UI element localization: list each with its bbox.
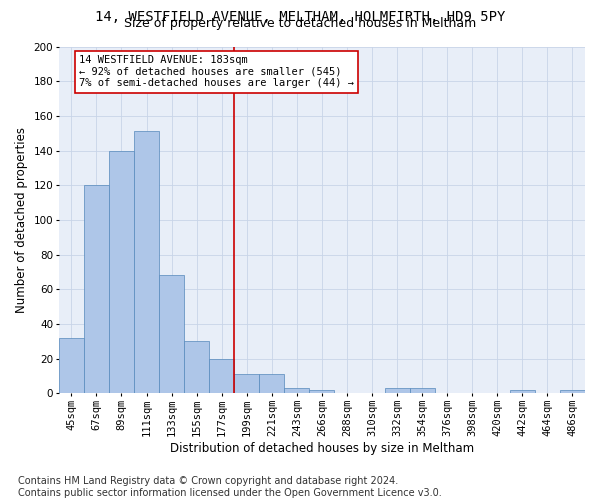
Bar bbox=[510, 390, 535, 394]
Text: 14, WESTFIELD AVENUE, MELTHAM, HOLMFIRTH, HD9 5PY: 14, WESTFIELD AVENUE, MELTHAM, HOLMFIRTH… bbox=[95, 10, 505, 24]
Bar bbox=[259, 374, 284, 394]
X-axis label: Distribution of detached houses by size in Meltham: Distribution of detached houses by size … bbox=[170, 442, 474, 455]
Bar bbox=[410, 388, 434, 394]
Text: Contains HM Land Registry data © Crown copyright and database right 2024.
Contai: Contains HM Land Registry data © Crown c… bbox=[18, 476, 442, 498]
Bar bbox=[134, 132, 159, 394]
Bar bbox=[310, 390, 334, 394]
Bar bbox=[184, 342, 209, 394]
Bar bbox=[59, 338, 84, 394]
Bar bbox=[109, 150, 134, 394]
Bar bbox=[234, 374, 259, 394]
Bar bbox=[159, 276, 184, 394]
Bar bbox=[385, 388, 410, 394]
Bar bbox=[84, 186, 109, 394]
Bar bbox=[209, 358, 234, 394]
Y-axis label: Number of detached properties: Number of detached properties bbox=[15, 127, 28, 313]
Bar bbox=[284, 388, 310, 394]
Text: Size of property relative to detached houses in Meltham: Size of property relative to detached ho… bbox=[124, 18, 476, 30]
Bar bbox=[560, 390, 585, 394]
Text: 14 WESTFIELD AVENUE: 183sqm
← 92% of detached houses are smaller (545)
7% of sem: 14 WESTFIELD AVENUE: 183sqm ← 92% of det… bbox=[79, 55, 354, 88]
